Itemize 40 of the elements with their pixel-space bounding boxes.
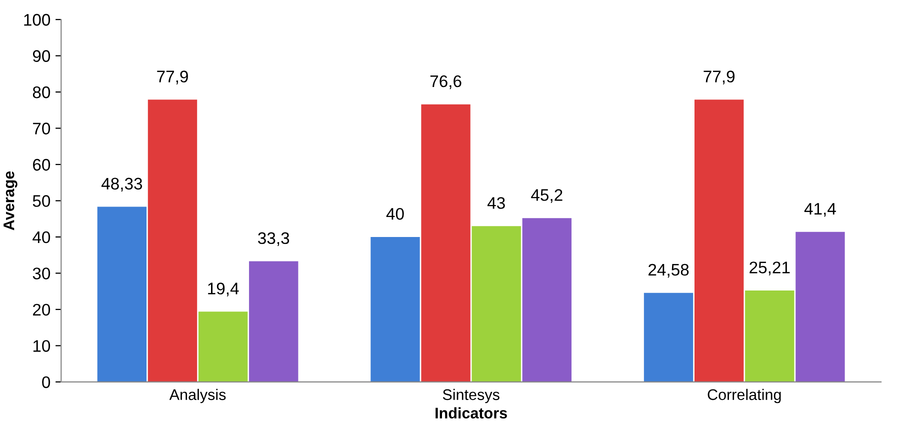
bar (796, 232, 845, 382)
y-tick-label: 100 (24, 14, 50, 26)
y-tick-label: 80 (32, 86, 50, 98)
data-label: 77,9 (704, 70, 735, 84)
x-tick-label: Correlating (708, 388, 781, 404)
x-axis-title: Indicators (436, 407, 507, 418)
y-tick-label: 90 (32, 50, 50, 62)
bar (644, 292, 694, 382)
y-axis-title: Average (4, 171, 18, 230)
data-label: 45,2 (531, 189, 562, 203)
data-label: 76,6 (430, 75, 462, 90)
data-label: 43 (487, 197, 505, 209)
y-tick-label: 30 (32, 268, 50, 280)
y-tick-label: 10 (33, 340, 50, 352)
bar (522, 218, 572, 382)
data-label: 48,33 (101, 178, 142, 192)
y-tick-label: 60 (33, 158, 50, 171)
data-label: 19,4 (208, 282, 239, 296)
data-label: 33,3 (258, 232, 290, 246)
bar (198, 312, 248, 382)
bar (370, 236, 420, 382)
x-tick-label: Sintesys (442, 388, 500, 404)
bar (472, 226, 521, 382)
y-tick-label: 40 (32, 231, 50, 244)
data-label: 24,58 (648, 264, 689, 278)
y-tick-label: 70 (33, 122, 50, 134)
data-label: 40 (386, 208, 404, 220)
data-label: 41,4 (804, 203, 836, 217)
bar (745, 290, 794, 382)
bar (148, 100, 198, 382)
bar (694, 100, 744, 382)
y-tick-label: 50 (32, 195, 50, 207)
bar (249, 261, 298, 382)
bar (421, 104, 470, 382)
data-label: 25,21 (750, 262, 790, 276)
data-label: 77,9 (157, 70, 188, 84)
y-tick-label: 0 (42, 376, 50, 388)
y-tick-label: 20 (33, 304, 50, 316)
x-tick-label: Analysis (169, 388, 226, 404)
bar (97, 206, 147, 382)
